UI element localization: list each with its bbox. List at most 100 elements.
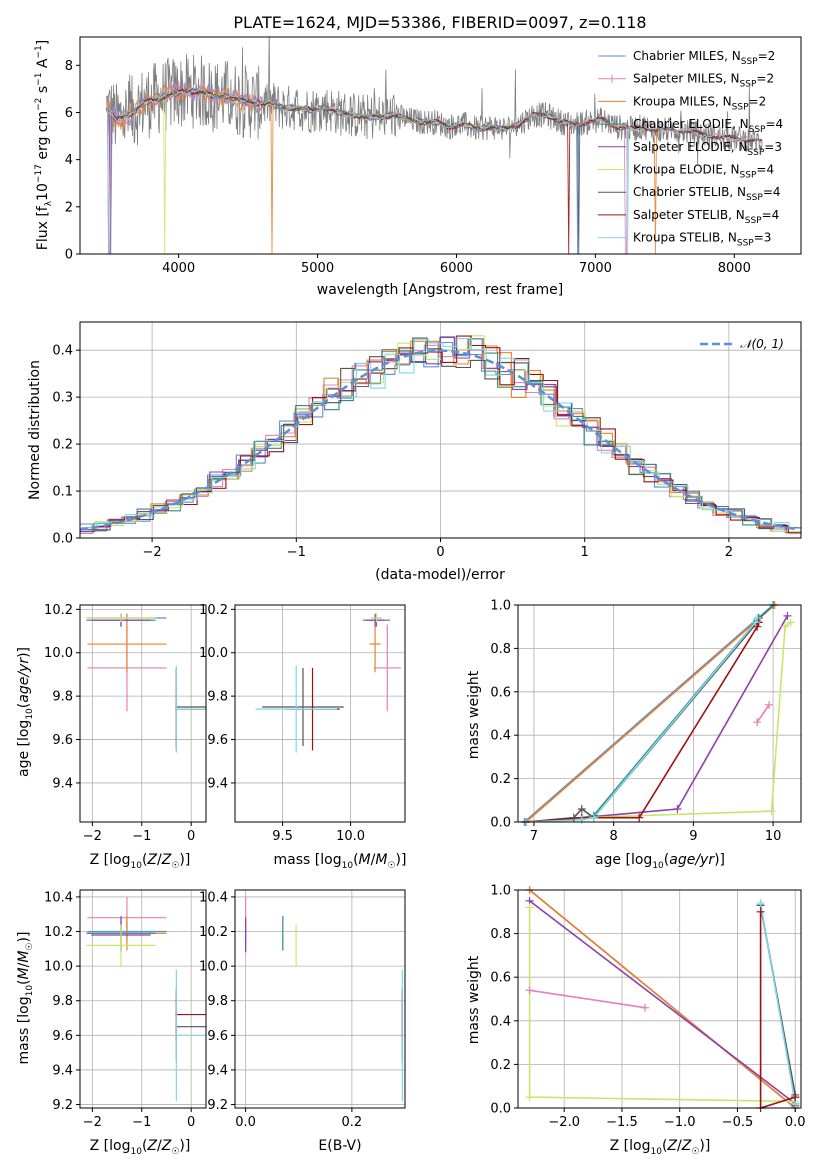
age_vs_Z-ytick-label: 9.4 [52, 776, 73, 791]
mass_vs_ebv-frame [234, 889, 406, 1109]
legend-entry: Chabrier MILES, NSSP=2 [633, 49, 775, 67]
mass_weight_vs_Z-ytick-label: 0.8 [490, 927, 511, 942]
mass_vs_ebv-axes: 0.0 0.2 9.2 9.4 9.6 9.8 10.0 10.2 10.4 E(B-V) [199, 889, 406, 1154]
legend-entry: Chabrier STELIB, NSSP=4 [633, 185, 781, 203]
weight-line-kroupa-stelib-marker [753, 614, 762, 623]
mass_vs_ebv-ytick-label: 9.2 [207, 1098, 228, 1113]
residuals-xtick-label: −1 [287, 545, 306, 560]
weight-line-salpeter-elodie [525, 615, 789, 822]
spectrum-axes: 4000 5000 6000 7000 8000 0 2 4 6 8 PLATE=1624, MJD… [34, 13, 802, 298]
residuals-ylabel: Normed distribution [27, 360, 43, 500]
age_vs_mass-ytick-label: 9.4 [207, 776, 228, 791]
weight-line-chabrier-stelib-marker [569, 813, 578, 822]
residual-hist-chabrier-miles [80, 341, 799, 532]
mass_vs_Z-ytick-label: 10.2 [44, 925, 73, 940]
age_vs_mass-plot-area [255, 613, 401, 753]
spectrum-plot-area [105, 37, 763, 254]
mass_weight_vs_Z-xtick-label: −1.0 [664, 1115, 696, 1130]
residuals-plot-area [80, 335, 801, 535]
observed-spectrum [106, 37, 763, 165]
weight-line-kroupa-elodie-marker [525, 903, 534, 912]
age-vs-z-ylabel: age [log10(age/yr)] [16, 647, 35, 777]
legend-entry: Salpeter MILES, NSSP=2 [633, 72, 774, 90]
legend-entry: Salpeter ELODIE, NSSP=3 [633, 140, 782, 158]
weight-line-salpeter-stelib-marker [635, 813, 644, 822]
residuals-xtick-label: 1 [581, 545, 589, 560]
residuals-xtick-label: 2 [725, 545, 733, 560]
age_vs_Z-ytick-label: 10.2 [44, 603, 73, 618]
weight-line-kroupa-elodie-marker [786, 618, 795, 627]
mass_vs_ebv-ytick-label: 10.0 [199, 960, 228, 975]
age_vs_Z-xtick-label: 0 [187, 829, 195, 844]
weight-line-kroupa-miles [525, 605, 776, 822]
mass_vs_Z-ytick-label: 9.6 [52, 1029, 73, 1044]
weight-line-salpeter-miles-marker [753, 718, 762, 727]
mass_weight_vs_Z-ytick-label: 0.4 [490, 1014, 511, 1029]
weight-line-salpeter-stelib-marker [756, 907, 765, 916]
weight-line-salpeter-elodie [529, 900, 796, 1105]
mass_vs_ebv-plot-area [245, 896, 403, 1102]
mass-vs-ebv-xlabel: E(B-V) [318, 1138, 361, 1154]
weight-line-kroupa-elodie [525, 621, 792, 822]
weight-line-salpeter-miles-marker [765, 700, 774, 709]
weight-line-chabrier-miles [523, 605, 774, 822]
residuals-xtick-label: 0 [436, 545, 444, 560]
age_vs_mass-ytick-label: 9.6 [207, 733, 228, 748]
legend-entry: Kroupa STELIB, NSSP=3 [633, 231, 771, 249]
legend-entry: Chabrier ELODIE, NSSP=4 [633, 117, 783, 135]
spectrum-xtick-label: 5000 [301, 261, 334, 276]
residual-hist-kroupa-elodie [80, 335, 801, 533]
age_vs_mass-ytick-label: 9.8 [207, 690, 228, 705]
mass_weight_vs_Z-xtick-label: −0.5 [722, 1115, 754, 1130]
mass_weight_vs_Z-ytick-label: 0.2 [490, 1058, 511, 1073]
weight-line-salpeter-stelib [759, 911, 796, 1108]
age_vs_mass-xtick-label: 10.0 [336, 829, 365, 844]
weight-line-salpeter-stelib-marker [791, 1093, 800, 1102]
mass_weight_vs_age-frame [517, 604, 802, 823]
age_vs_mass-xtick-label: 9.5 [272, 829, 293, 844]
mass_weight_vs_age-xtick-label: 7 [530, 829, 538, 844]
weight-line-salpeter-elodie-marker [673, 804, 682, 813]
spectrum-legend: Chabrier MILES, NSSP=2 Salpeter MILES, NS… [598, 49, 783, 249]
residual-hist-kroupa-stelib [82, 338, 801, 529]
mass-vs-z-xlabel: Z [log10(Z/Z☉)] [90, 1138, 191, 1157]
spectrum-frame [79, 36, 802, 255]
residuals-xlabel: (data-model)/error [375, 567, 505, 583]
spectrum-ytick-label: 4 [65, 153, 73, 168]
weight-line-kroupa-stelib-marker [589, 813, 598, 822]
mass_vs_Z-ytick-label: 9.8 [52, 994, 73, 1009]
mass_weight_vs_Z-plot-area [528, 890, 796, 1108]
gauss-legend-label: 𝒩(0, 1) [740, 337, 784, 351]
model-spectrum-salpeter-stelib [106, 89, 763, 254]
weight-line-kroupa-elodie-marker [781, 622, 790, 631]
weight-z-ylabel: mass weight [466, 955, 482, 1044]
model-spectrum-kroupa-stelib [106, 88, 763, 254]
mass_weight_vs_age-ytick-label: 0.2 [490, 772, 511, 787]
residuals-xtick-label: −2 [143, 545, 162, 560]
mass_weight_vs_age-ytick-label: 0.6 [490, 685, 511, 700]
weight-line-salpeter-miles-marker [641, 1003, 650, 1012]
mass_vs_ebv-xtick-label: 0.2 [342, 1115, 363, 1130]
residual-hist-chabrier-stelib [81, 337, 801, 531]
age_vs_Z-axes: −2 −1 0 9.4 9.6 9.8 10.0 10.2 Z [log10(Z/Z☉)] age… [16, 603, 207, 871]
mass_weight_vs_age-xtick-label: 9 [689, 829, 697, 844]
mass_weight_vs_Z-axes: −2.0 −1.5 −1.0 −0.5 0.0 0.0 0.2 0.4 0.6 0.8 1.0 Z [… [466, 884, 806, 1158]
mass_weight_vs_age-xtick-label: 10 [765, 829, 782, 844]
age-vs-mass-xlabel: mass [log10(M/M☉)] [274, 852, 407, 871]
weight-line-kroupa-stelib [759, 902, 796, 1104]
residuals-axes: −2 −1 0 1 2 0.0 0.1 0.2 0.3 0.4 (data-model)/error… [27, 321, 802, 583]
weight-line-salpeter-stelib-marker [753, 622, 762, 631]
weight-line-chabrier-stelib-marker [577, 804, 586, 813]
mass_vs_Z-xtick-label: 0 [187, 1115, 195, 1130]
weight-line-salpeter-elodie-marker [783, 611, 792, 620]
mass_vs_ebv-ytick-label: 9.6 [207, 1029, 228, 1044]
spectrum-ylabel: Flux [fλ10−17 erg cm−2 s−1 A−1] [34, 40, 54, 250]
weight-line-kroupa-elodie-marker [525, 1093, 534, 1102]
mass_vs_Z-xtick-label: −1 [132, 1115, 151, 1130]
weight-line-salpeter-miles [756, 704, 770, 723]
mass_weight_vs_age-xtick-label: 8 [610, 829, 618, 844]
legend-entry: Kroupa MILES, NSSP=2 [633, 94, 766, 112]
age_vs_Z-xtick-label: −1 [132, 829, 151, 844]
mass_vs_Z-plot-area [86, 896, 206, 1102]
age-vs-z-xlabel: Z [log10(Z/Z☉)] [90, 852, 191, 871]
